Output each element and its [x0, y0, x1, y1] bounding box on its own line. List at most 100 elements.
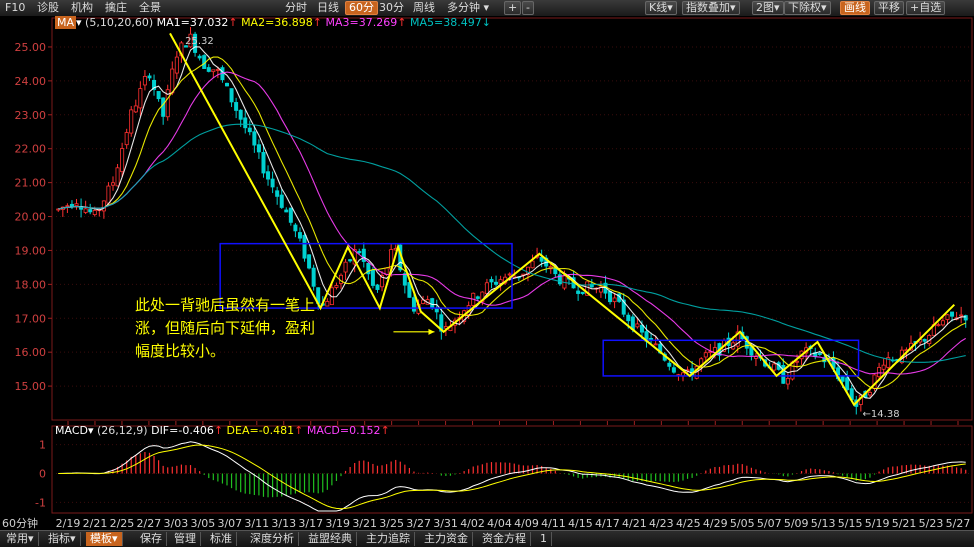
period-tab-1[interactable]: 日线 [317, 1, 339, 14]
candle-body [124, 132, 129, 146]
toolbar-right-item-6[interactable]: +自选 [906, 1, 946, 15]
bottom-tab-1[interactable]: 指标▾ [44, 532, 81, 546]
candle-body [667, 362, 672, 367]
candle-body [922, 338, 927, 342]
bottom-tab-3[interactable]: 保存 [136, 532, 167, 546]
candle [165, 84, 170, 121]
candle [142, 70, 147, 91]
candle-body [170, 68, 175, 94]
toolbar-right-item-2[interactable]: 2图▾ [752, 1, 784, 15]
candle-body [129, 109, 134, 134]
candle [243, 110, 248, 134]
zoom-in-button[interactable]: + [504, 1, 522, 15]
toolbar-item-1[interactable]: 诊股 [37, 1, 59, 14]
candle [881, 358, 886, 374]
period-tab-0[interactable]: 分时 [285, 1, 307, 14]
candle-body [147, 75, 152, 79]
toolbar-item-3[interactable]: 擒庄 [105, 1, 127, 14]
candle [494, 275, 499, 287]
candle-body [92, 210, 97, 216]
period-tab-3[interactable]: 30分 [379, 1, 404, 14]
toolbar-right-item-3[interactable]: 下除权▾ [784, 1, 831, 15]
x-tick-label: 5/19 [865, 517, 890, 530]
candle-body [101, 200, 106, 212]
candle-body [307, 254, 312, 269]
ma3-value: MA3=37.269 [325, 16, 398, 29]
candle [498, 275, 503, 291]
candle [940, 316, 945, 327]
candle-body [380, 275, 385, 288]
candle-body [576, 290, 581, 294]
bottom-tab-9[interactable]: 主力资金 [420, 532, 473, 546]
bottom-tab-8[interactable]: 主力追踪 [362, 532, 415, 546]
toolbar-item-4[interactable]: 全景 [139, 1, 161, 14]
toolbar-right-item-0[interactable]: K线▾ [645, 1, 677, 15]
candle [279, 189, 284, 209]
period-tab-4[interactable]: 周线 [413, 1, 435, 14]
candle [147, 73, 152, 81]
x-tick-label: 4/21 [622, 517, 647, 530]
candle-body [795, 360, 799, 363]
candle [288, 207, 293, 226]
stock-chart: 25.00 24.00 23.00 22.00 21.00 20.00 19.00 18.00… [0, 16, 974, 530]
candle-body [293, 224, 298, 232]
candle-body [284, 209, 289, 213]
stroke-line [169, 32, 956, 407]
candle-body [494, 281, 499, 285]
candle-body [357, 251, 362, 254]
toolbar-right-item-1[interactable]: 指数叠加▾ [682, 1, 740, 15]
candle [188, 27, 193, 49]
toolbar-item-0[interactable]: F10 [5, 1, 26, 14]
candle [311, 264, 316, 291]
candle-body [772, 363, 777, 371]
zoom-out-button[interactable]: - [522, 1, 534, 15]
macd-legend: MACD▾ (26,12,9) DIF=-0.406↑ DEA=-0.481↑ … [55, 424, 390, 437]
candle [635, 317, 640, 329]
x-tick-label: 5/05 [730, 517, 755, 530]
macd-params: (26,12,9) [97, 424, 148, 437]
candle-body [585, 281, 590, 296]
ma-indicator-button[interactable]: MA [55, 16, 77, 29]
candle [576, 284, 581, 301]
dif-line [58, 441, 966, 512]
candle [795, 354, 799, 369]
bottom-tab-10[interactable]: 资金方程 [478, 532, 531, 546]
date-axis: 60分钟 2/19 2/21 2/25 2/27 3/03 3/05 3/07 3/11 3/13… [2, 421, 970, 530]
candle-body [120, 148, 125, 173]
annotation-line: 涨，但随后向下延伸，盈利 [135, 319, 316, 337]
candle-body [234, 102, 239, 111]
bottom-tab-4[interactable]: 管理 [170, 532, 201, 546]
annotation-text: 此处一背驰后虽然有一笔上 涨，但随后向下延伸，盈利 幅度比较小。 [135, 294, 375, 363]
bottom-tab-6[interactable]: 深度分析 [246, 532, 299, 546]
macd-indicator-button[interactable]: MACD [55, 424, 88, 437]
candle [152, 74, 157, 96]
bottom-tab-2[interactable]: 模板▾ [86, 532, 123, 546]
period-tab-2[interactable]: 60分 [345, 1, 378, 15]
x-tick-label: 5/07 [757, 517, 782, 530]
candle [156, 91, 161, 102]
candle [703, 349, 708, 363]
toolbar-right-item-4[interactable]: 画线 [840, 1, 870, 15]
bottom-tab-5[interactable]: 标准 [206, 532, 237, 546]
toolbar-right-item-5[interactable]: 平移 [874, 1, 904, 15]
toolbar-item-2[interactable]: 机构 [71, 1, 93, 14]
candle [334, 282, 339, 290]
candle-body [297, 232, 302, 239]
candle-body [325, 301, 330, 307]
candle-body [539, 256, 544, 262]
candle-body [877, 367, 882, 378]
candle-body [279, 194, 284, 208]
y-tick-label: 23.00 [15, 109, 47, 122]
period-tab-5[interactable]: 多分钟 ▾ [447, 1, 490, 14]
bottom-tab-7[interactable]: 益盟经典 [304, 532, 357, 546]
x-tick-label: 4/11 [541, 517, 566, 530]
candle [667, 360, 672, 371]
bottom-tab-11[interactable]: 1 [536, 532, 552, 546]
x-tick-label: 3/11 [244, 517, 269, 530]
candle-body [653, 343, 658, 346]
bottom-tab-0[interactable]: 常用▾ [2, 532, 39, 546]
candle [161, 97, 166, 125]
candle-body [608, 291, 613, 303]
candle [111, 176, 115, 191]
macd-value: MACD=0.152 [306, 424, 381, 437]
